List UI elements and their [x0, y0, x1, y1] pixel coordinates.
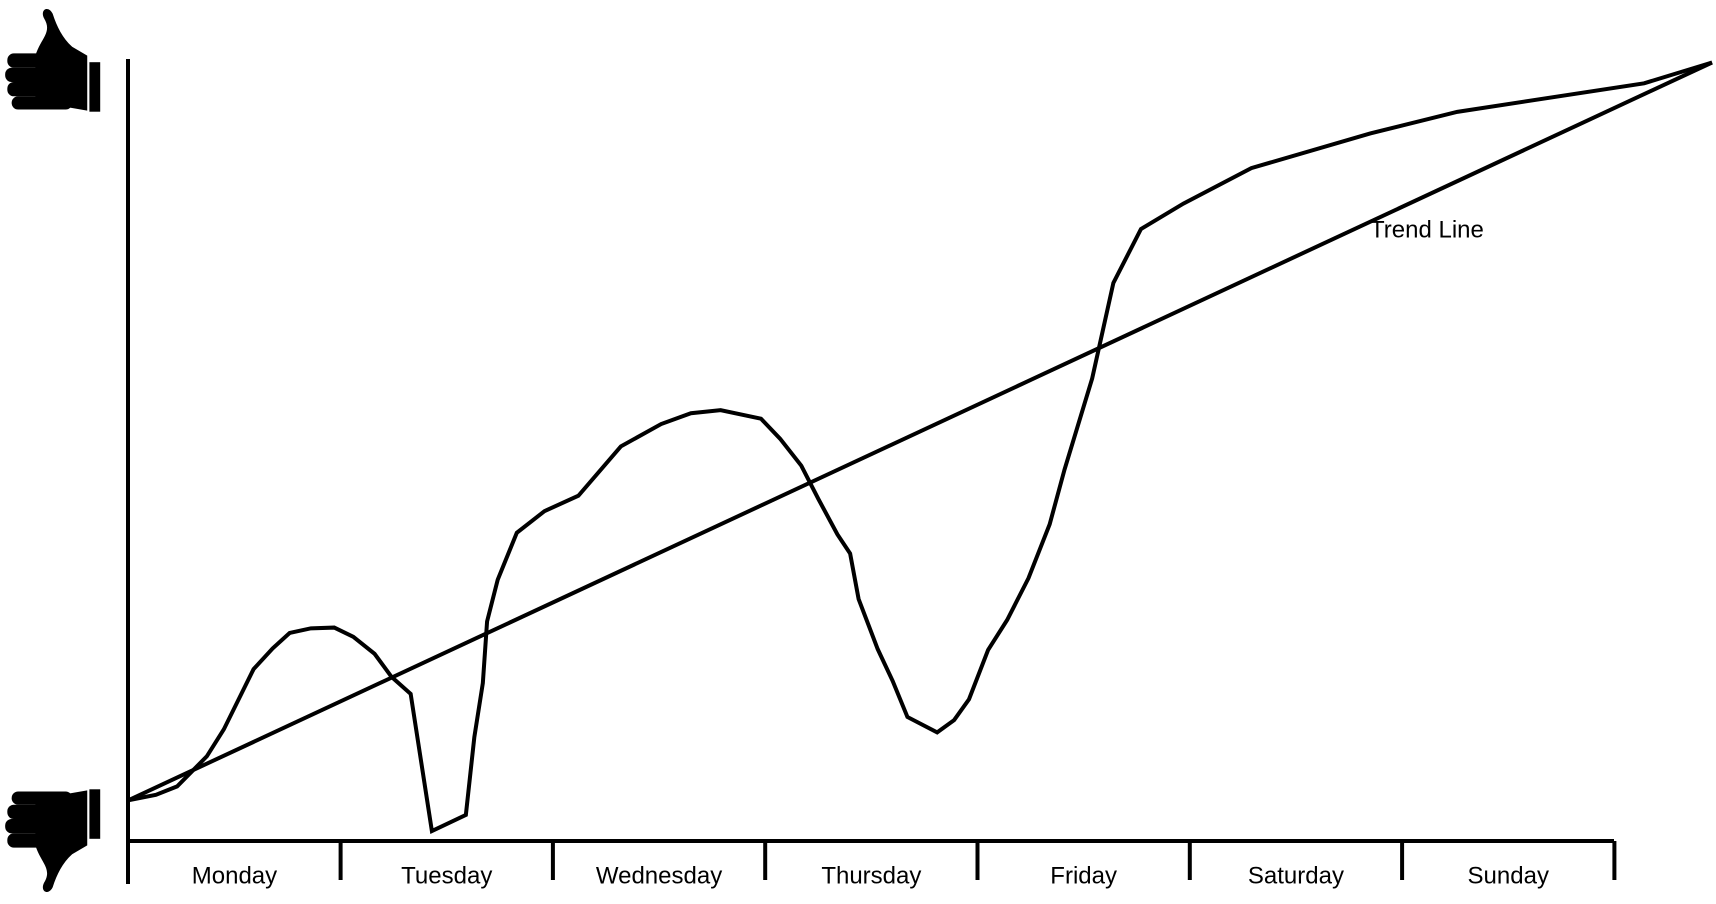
x-tick-label: Wednesday	[596, 862, 722, 889]
trend-line	[127, 60, 1713, 803]
x-tick-label: Friday	[1050, 862, 1117, 889]
thumbs-down-icon	[5, 789, 101, 892]
x-tick-label: Tuesday	[401, 862, 492, 889]
x-tick-label: Sunday	[1468, 862, 1549, 889]
x-tick-label: Saturday	[1248, 862, 1344, 889]
x-tick-label: Thursday	[821, 862, 921, 889]
thumbs-up-icon	[5, 9, 101, 112]
trend-label: Trend Line	[1370, 216, 1484, 243]
x-tick-label: Monday	[192, 862, 277, 889]
data-line	[127, 60, 1713, 835]
